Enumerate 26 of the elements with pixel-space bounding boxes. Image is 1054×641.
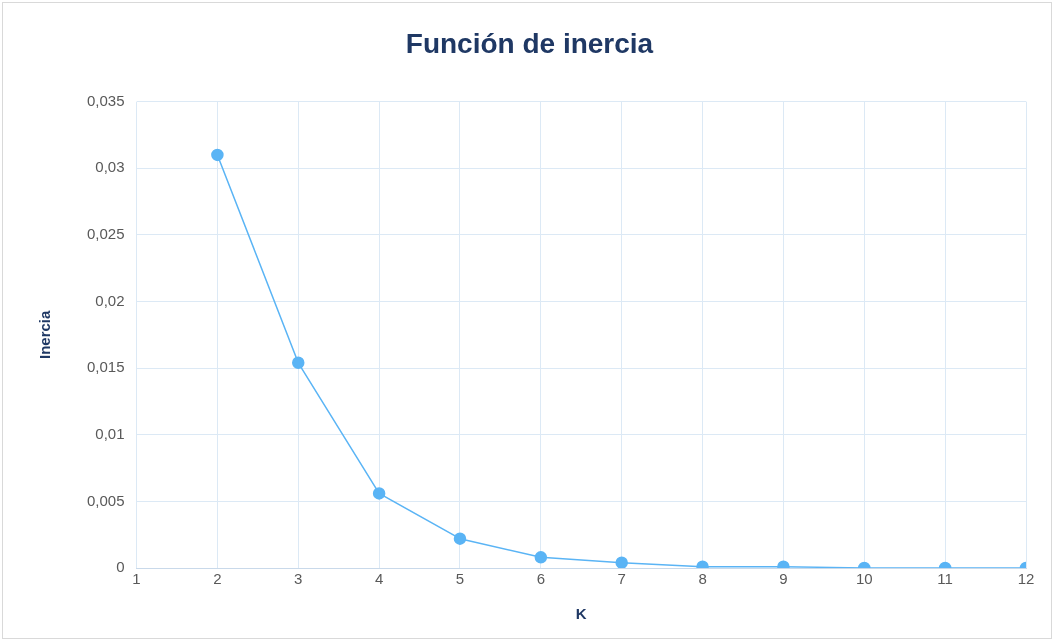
x-tick-label: 11 (937, 570, 953, 588)
y-tick-label: 0,005 (86, 491, 125, 509)
x-axis-title: K (575, 605, 587, 623)
x-tick-label: 2 (213, 570, 222, 588)
y-tick-label: 0,03 (95, 158, 125, 176)
chart-title: Función de inercia (405, 27, 654, 59)
x-tick-label: 7 (617, 570, 626, 588)
point (292, 356, 305, 370)
y-tick-label: 0,025 (86, 225, 125, 242)
y-tick-label: 0,02 (95, 291, 125, 309)
y-tick-label: 0,035 (86, 91, 125, 109)
y-tick-label: 0 (116, 558, 125, 576)
x-tick-label: 12 (1017, 570, 1035, 588)
x-tick-label: 8 (698, 570, 707, 588)
y-tick-label: 0,01 (95, 424, 125, 442)
x-tick-label: 4 (374, 570, 384, 588)
x-tick-label: 10 (855, 570, 873, 588)
y-tick-label: 0,015 (86, 358, 125, 376)
x-tick-label: 6 (536, 570, 546, 588)
y-axis-title: Inercia (36, 309, 54, 359)
x-tick-label: 9 (779, 570, 788, 588)
x-tick-label: 3 (294, 570, 303, 588)
point (615, 556, 628, 568)
point (211, 148, 224, 162)
x-tick-label: 1 (132, 570, 141, 588)
x-tick-label: 5 (455, 570, 465, 588)
